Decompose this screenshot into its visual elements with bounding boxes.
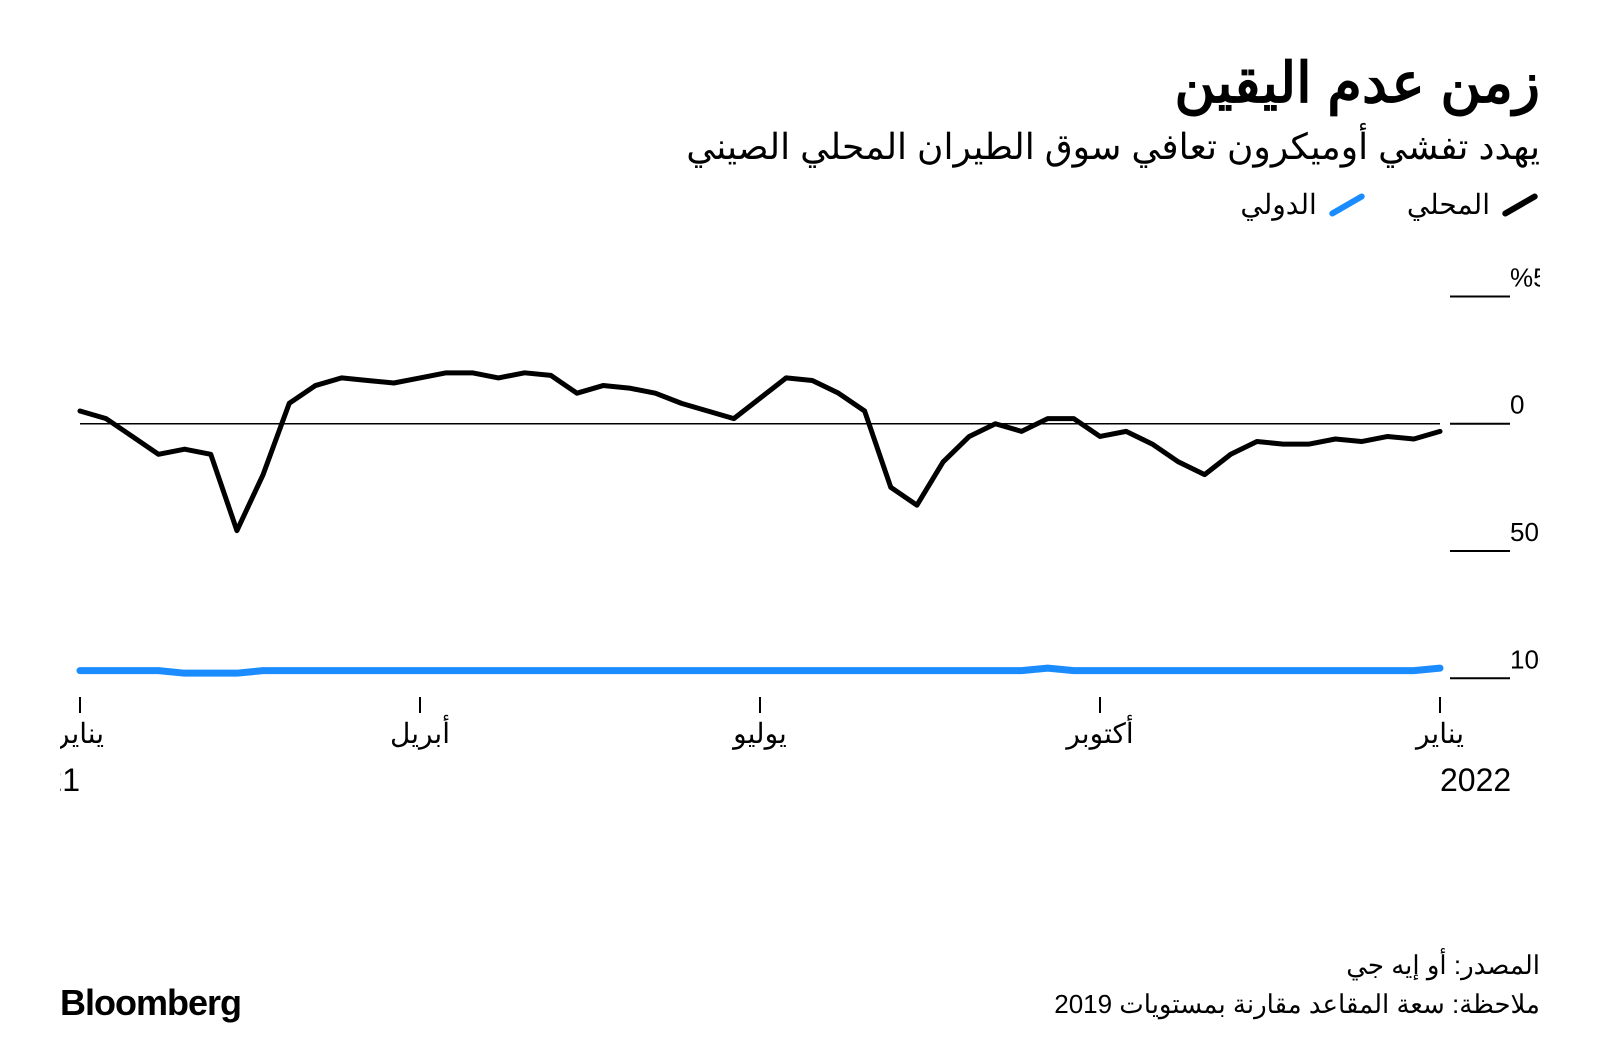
chart-title: زمن عدم اليقين [60, 50, 1540, 116]
chart-area: %50 0 -50 -100 يناير أبريل يوليو أكتوبر يناير 202… [60, 251, 1540, 811]
legend-item-domestic: المحلي [1407, 188, 1540, 221]
legend-label-domestic: المحلي [1407, 188, 1490, 221]
svg-text:يناير: يناير [1414, 718, 1464, 750]
svg-text:يناير: يناير [60, 718, 104, 750]
footer: المصدر: أو إيه جي ملاحظة: سعة المقاعد مق… [60, 946, 1540, 1024]
legend-swatch-domestic [1501, 192, 1539, 217]
legend-item-international: الدولي [1240, 188, 1366, 221]
svg-text:%50: %50 [1510, 262, 1540, 292]
svg-text:2022: 2022 [1440, 762, 1511, 798]
svg-text:0: 0 [1510, 390, 1524, 420]
svg-text:أكتوبر: أكتوبر [1064, 715, 1133, 750]
note-text: ملاحظة: سعة المقاعد مقارنة بمستويات 2019 [1054, 985, 1540, 1024]
svg-text:يوليو: يوليو [731, 718, 787, 750]
brand-logo: Bloomberg [60, 982, 241, 1024]
legend-label-international: الدولي [1240, 188, 1316, 221]
svg-text:أبريل: أبريل [390, 715, 450, 750]
legend: المحلي الدولي [60, 188, 1540, 221]
chart-subtitle: يهدد تفشي أوميكرون تعافي سوق الطيران الم… [60, 126, 1540, 168]
svg-text:2021: 2021 [60, 762, 80, 798]
chart-svg: %50 0 -50 -100 يناير أبريل يوليو أكتوبر يناير 202… [60, 251, 1540, 811]
svg-text:-50: -50 [1510, 517, 1540, 547]
footer-text: المصدر: أو إيه جي ملاحظة: سعة المقاعد مق… [1054, 946, 1540, 1024]
legend-swatch-international [1328, 192, 1366, 217]
svg-text:-100: -100 [1510, 644, 1540, 674]
source-text: المصدر: أو إيه جي [1054, 946, 1540, 985]
